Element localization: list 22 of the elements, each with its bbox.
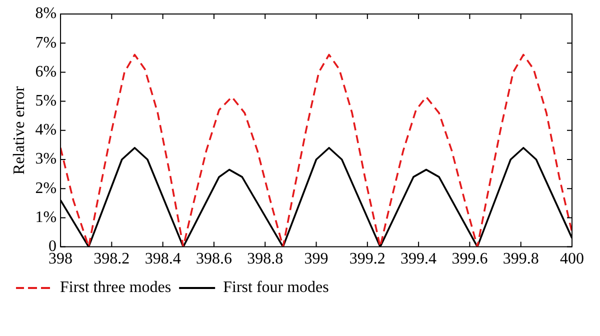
y-tick-label: 1%: [35, 208, 57, 226]
legend-label: First three modes: [60, 279, 172, 296]
y-tick-label: 5%: [35, 92, 57, 110]
y-tick-label: 7%: [35, 34, 57, 52]
y-axis-title: Relative error: [10, 86, 28, 175]
x-tick-label: 399.2: [349, 250, 386, 268]
x-tick-label: 398.6: [196, 250, 232, 268]
x-tick-label: 399.8: [502, 250, 539, 268]
x-tick-label: 398.2: [94, 250, 130, 268]
line-series: [60, 54, 572, 247]
x-tick-label: 399.6: [452, 250, 488, 268]
y-tick-label: 8%: [35, 5, 57, 22]
y-tick-label: 3%: [35, 150, 57, 168]
y-tick-label: 4%: [35, 122, 57, 139]
y-tick-label: 6%: [35, 63, 57, 80]
x-tick-label: 399: [304, 250, 328, 268]
x-tick-label: 399.4: [400, 250, 437, 268]
y-tick-label: 2%: [35, 180, 57, 197]
legend-label: First four modes: [223, 279, 329, 296]
x-tick-label: 398.8: [247, 250, 284, 268]
x-tick-label: 400: [560, 250, 584, 268]
x-tick-label: 398.4: [144, 250, 181, 268]
